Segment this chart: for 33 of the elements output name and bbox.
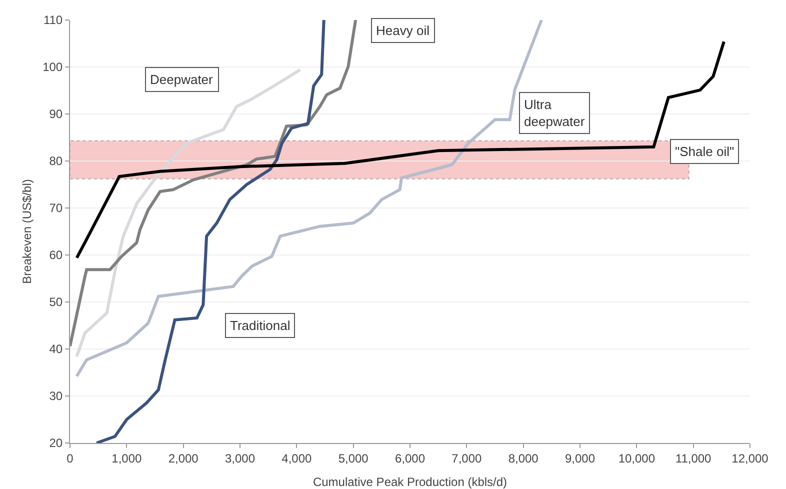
y-tick-label: 80 xyxy=(49,154,63,168)
y-tick-label: 50 xyxy=(49,295,63,310)
x-tick-label: 9,000 xyxy=(564,451,596,466)
x-tick-label: 2,000 xyxy=(168,451,199,466)
line-series xyxy=(75,68,302,358)
y-tick-label: 100 xyxy=(42,60,63,74)
y-tick-label: 90 xyxy=(49,107,63,122)
series-label: Heavy oil xyxy=(376,23,430,38)
y-tick-label: 60 xyxy=(49,248,63,262)
x-tick-label: 10,000 xyxy=(618,451,656,466)
y-tick-label: 70 xyxy=(49,201,63,216)
x-tick-label: 8,000 xyxy=(508,451,539,466)
x-axis-title: Cumulative Peak Production (kbls/d) xyxy=(312,475,508,489)
line-series xyxy=(70,20,358,348)
y-tick-label: 40 xyxy=(49,342,63,356)
x-tick-label: 1,000 xyxy=(112,451,142,466)
y-axis-title: Breakeven (US$/bl) xyxy=(20,179,34,284)
line-series xyxy=(95,20,326,443)
series-label: Ultra deepwater xyxy=(524,97,586,129)
x-tick-label: 0 xyxy=(66,451,74,466)
x-tick-label: 7,000 xyxy=(452,451,482,466)
x-tick-label: 5,000 xyxy=(338,451,369,466)
series-label: "Shale oil" xyxy=(675,144,734,159)
text: Traditional xyxy=(230,318,290,333)
x-tick-label: 11,000 xyxy=(675,451,712,466)
x-tick-label: 12,000 xyxy=(732,451,769,466)
text: Deepwater xyxy=(150,72,214,87)
x-tick-label: 3,000 xyxy=(224,451,256,466)
x-tick-label: 4,000 xyxy=(282,451,312,466)
x-tick-label: 6,000 xyxy=(394,451,426,466)
y-tick-label: 110 xyxy=(43,13,63,28)
y-tick-label: 20 xyxy=(49,436,63,450)
y-tick-label: 30 xyxy=(49,389,63,404)
